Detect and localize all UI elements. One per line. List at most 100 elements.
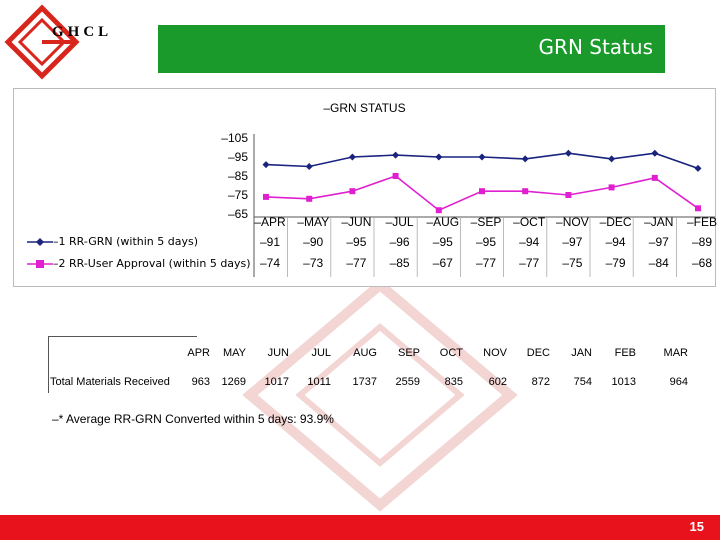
chart-plot	[253, 134, 715, 277]
materials-row-label: Total Materials Received	[50, 376, 170, 388]
materials-value-cell: 963	[191, 376, 210, 388]
footer-bar: 15	[0, 515, 720, 540]
materials-month-header: APR	[187, 347, 210, 359]
data-label-series-1: –97	[648, 235, 669, 249]
data-point-series-2	[608, 184, 615, 191]
data-point-series-1	[651, 149, 659, 157]
materials-value-cell: 754	[573, 376, 592, 388]
materials-month-header: JUL	[311, 347, 331, 359]
materials-month-header: JUN	[267, 347, 289, 359]
data-label-series-2: –77	[475, 256, 497, 270]
data-label-series-1: –94	[519, 235, 540, 249]
data-label-series-2: –74	[259, 256, 281, 270]
data-label-series-1: –94	[605, 235, 626, 249]
data-label-series-2: –77	[519, 256, 540, 270]
data-point-series-2	[349, 188, 356, 195]
x-tick-label: –APR	[254, 215, 286, 229]
data-point-series-1	[608, 155, 616, 163]
x-tick-label: –OCT	[513, 215, 546, 229]
materials-month-header: JAN	[571, 347, 592, 359]
data-point-series-1	[348, 153, 356, 161]
materials-value-cell: 1013	[611, 376, 636, 388]
legend-label-series-2: –2 RR-User Approval (within 5 days)	[53, 257, 251, 270]
data-label-series-2: –67	[432, 256, 453, 270]
y-tick-label: –65	[227, 207, 248, 221]
data-point-series-2	[392, 173, 399, 179]
data-label-series-1: –90	[303, 235, 324, 249]
legend-label-series-1: –1 RR-GRN (within 5 days)	[53, 235, 199, 248]
data-point-series-2	[651, 174, 658, 181]
x-tick-label: –JUL	[385, 215, 414, 229]
x-tick-label: –SEP	[470, 215, 502, 229]
x-tick-label: –MAY	[297, 215, 330, 229]
y-tick-label: –85	[227, 169, 248, 183]
materials-table-header-box	[48, 336, 197, 393]
materials-value-cell: 872	[531, 376, 550, 388]
legend-marker-series-1	[27, 238, 53, 246]
data-point-series-1	[392, 151, 400, 159]
page-title: GRN Status	[538, 35, 653, 59]
materials-value-cell: 2559	[395, 376, 420, 388]
materials-month-header: AUG	[353, 347, 377, 359]
x-tick-label: –NOV	[556, 215, 589, 229]
data-point-series-1	[478, 153, 486, 161]
materials-value-cell: 835	[444, 376, 463, 388]
legend-marker-series-2	[27, 260, 53, 268]
data-label-series-2: –68	[691, 256, 713, 270]
materials-month-header: DEC	[526, 347, 550, 359]
x-tick-label: –DEC	[599, 215, 632, 229]
materials-month-header: SEP	[397, 347, 420, 359]
chart-title: –GRN STATUS	[323, 101, 406, 115]
data-label-series-1: –97	[562, 235, 583, 249]
materials-value-cell: 1269	[221, 376, 246, 388]
data-point-series-2	[565, 192, 572, 198]
y-tick-label: –105	[221, 131, 248, 145]
materials-month-header: MAY	[222, 347, 246, 359]
data-point-series-1	[435, 153, 443, 161]
watermark-logo	[242, 278, 518, 512]
data-label-series-1: –89	[691, 235, 713, 249]
data-label-series-1: –95	[475, 235, 497, 249]
data-point-series-2	[479, 188, 485, 195]
y-tick-label: –75	[227, 188, 248, 202]
title-banner: GRN Status	[158, 25, 665, 73]
materials-value-cell: 1011	[307, 376, 331, 388]
materials-month-header: NOV	[483, 347, 507, 359]
data-label-series-1: –91	[259, 235, 281, 249]
average-note: –* Average RR-GRN Converted within 5 day…	[52, 412, 334, 426]
y-tick-label: –95	[227, 150, 248, 164]
data-label-series-2: –85	[389, 256, 410, 270]
chart-panel: –GRN STATUS –105 –95 –85 –75 –65 –APR –MA…	[13, 88, 717, 287]
data-point-series-2	[306, 195, 313, 202]
data-label-series-2: –84	[648, 256, 669, 270]
logo-text: GHCL	[52, 24, 113, 40]
materials-value-cell: 602	[488, 376, 507, 388]
page-number: 15	[689, 519, 704, 534]
x-tick-label: –JAN	[644, 215, 674, 229]
materials-month-header: MAR	[663, 347, 688, 359]
data-label-series-2: –79	[605, 256, 626, 270]
x-tick-label: –AUG	[426, 215, 460, 229]
data-label-series-2: –77	[346, 256, 367, 270]
data-point-series-2	[263, 193, 269, 200]
data-label-series-1: –95	[346, 235, 367, 249]
materials-value-cell: 964	[669, 376, 688, 388]
data-point-series-1	[262, 161, 270, 169]
data-label-series-1: –95	[432, 235, 453, 249]
legend-series-1: –1 RR-GRN (within 5 days)	[27, 235, 198, 248]
data-label-series-2: –73	[303, 256, 324, 270]
x-tick-label: –FEB	[686, 215, 717, 229]
materials-month-header: OCT	[439, 347, 463, 359]
ghcl-logo	[4, 4, 80, 80]
materials-value-cell: 1017	[264, 376, 289, 388]
data-label-series-2: –75	[562, 256, 583, 270]
data-point-series-2	[522, 188, 529, 195]
x-tick-label: –JUN	[341, 215, 372, 229]
legend-series-2: –2 RR-User Approval (within 5 days)	[27, 257, 251, 270]
data-point-series-1	[564, 149, 572, 157]
data-point-series-2	[435, 207, 442, 214]
data-point-series-1	[694, 164, 702, 172]
data-point-series-1	[521, 155, 529, 163]
data-point-series-2	[695, 205, 701, 212]
materials-value-cell: 1737	[352, 376, 377, 388]
